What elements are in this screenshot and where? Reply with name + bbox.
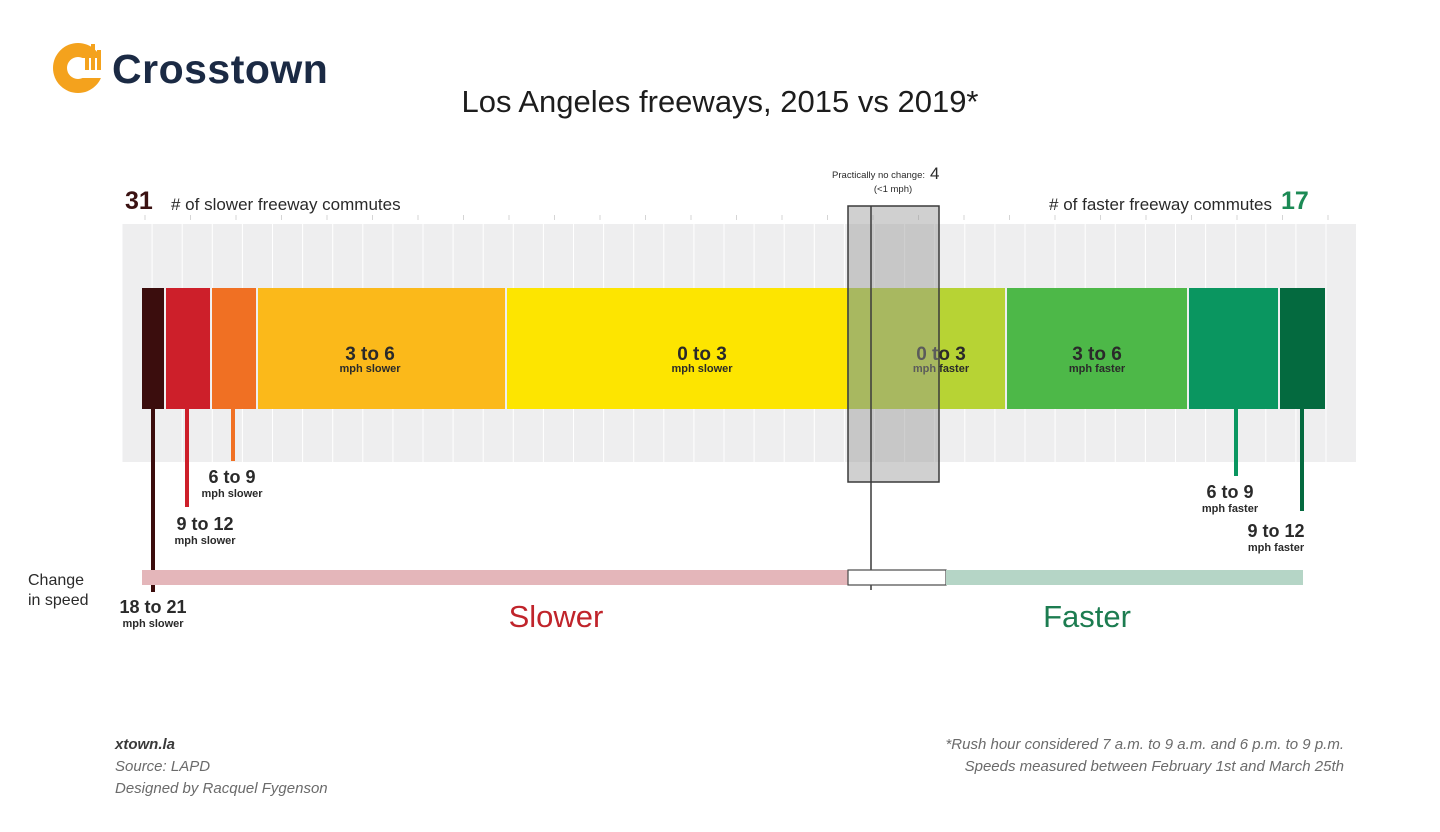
- axis-faster-band: [946, 570, 1303, 585]
- leader-unit-label: mph slower: [201, 488, 263, 500]
- bar-range-label: 3 to 6: [1072, 344, 1122, 365]
- brand-name: Crosstown: [112, 46, 329, 92]
- faster-direction-label: Faster: [1043, 599, 1131, 634]
- leader-range-label: 6 to 9: [208, 467, 255, 487]
- bar-slower-18-to-21: [142, 288, 164, 409]
- bar-slower-9-to-12: [166, 288, 210, 409]
- bar-faster-3-to-6: [1007, 288, 1187, 409]
- axis-label: Change: [28, 572, 84, 589]
- leader-unit-label: mph slower: [122, 618, 184, 630]
- crosstown-logo-icon: [53, 43, 106, 93]
- bar-slower-6-to-9: [212, 288, 256, 409]
- bar-unit-label: mph slower: [671, 363, 733, 375]
- no-change-count: 4: [930, 164, 939, 183]
- footer-note-dates: Speeds measured between February 1st and…: [964, 758, 1344, 775]
- axis-slower-band: [142, 570, 848, 585]
- no-change-label: Practically no change:: [832, 170, 925, 181]
- bar-faster-6-to-9: [1189, 288, 1278, 409]
- footer-source: Source: LAPD: [115, 758, 211, 775]
- chart-title: Los Angeles freeways, 2015 vs 2019*: [461, 84, 979, 119]
- bar-slower-0-to-3: [507, 288, 847, 409]
- slower-count-label: # of slower freeway commutes: [171, 195, 401, 214]
- bar-unit-label: mph faster: [913, 363, 970, 375]
- bar-range-label: 0 to 3: [677, 344, 727, 365]
- no-change-note: (<1 mph): [874, 184, 912, 195]
- leader-range-label: 6 to 9: [1206, 482, 1253, 502]
- axis-no-change-band: [847, 569, 947, 586]
- slower-count: 31: [125, 187, 153, 215]
- faster-count: 17: [1281, 187, 1309, 215]
- bar-slower-3-to-6: [258, 288, 505, 409]
- bar-range-label: 0 to 3: [916, 344, 966, 365]
- footer-notes: *Rush hour considered 7 a.m. to 9 a.m. a…: [945, 734, 1344, 778]
- axis-label: in speed: [28, 592, 89, 609]
- bar-faster-0-to-3: [847, 288, 1005, 409]
- bar-faster-9-to-12: [1280, 288, 1325, 409]
- footer-designer: Designed by Racquel Fygenson: [115, 780, 328, 797]
- leader-unit-label: mph faster: [1202, 503, 1259, 515]
- faster-count-label: # of faster freeway commutes: [1049, 195, 1272, 214]
- leader-unit-label: mph faster: [1248, 542, 1305, 554]
- leader-range-label: 9 to 12: [1247, 521, 1304, 541]
- bar-range-label: 3 to 6: [345, 344, 395, 365]
- bar-unit-label: mph slower: [339, 363, 401, 375]
- leader-range-label: 9 to 12: [176, 514, 233, 534]
- footer-credits: xtown.la Source: LAPD Designed by Racque…: [115, 734, 328, 800]
- slower-direction-label: Slower: [509, 599, 604, 634]
- footer-site: xtown.la: [115, 736, 176, 753]
- leader-range-label: 18 to 21: [119, 597, 186, 617]
- leader-unit-label: mph slower: [174, 535, 236, 547]
- footer-note-rush-hour: *Rush hour considered 7 a.m. to 9 a.m. a…: [945, 736, 1344, 753]
- bar-unit-label: mph faster: [1069, 363, 1126, 375]
- no-change-box: [847, 205, 940, 483]
